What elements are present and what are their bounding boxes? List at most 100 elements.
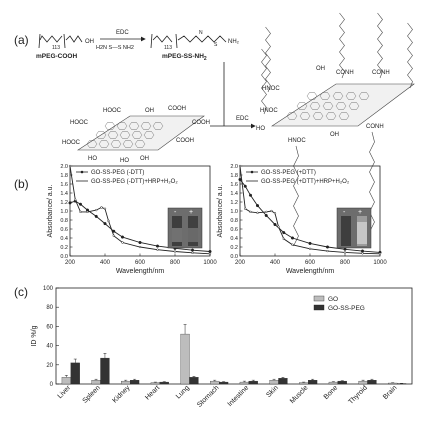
hex-ring bbox=[152, 122, 164, 130]
data-point bbox=[79, 210, 82, 214]
data-point bbox=[273, 212, 277, 215]
panel-a-label: (a) bbox=[14, 33, 29, 47]
x-tick-label: 400 bbox=[100, 260, 111, 266]
go-ss-peg-product: HNOC HNOC HNOC CONH CONH CONH OH OH HO bbox=[256, 12, 415, 247]
data-point bbox=[282, 237, 285, 241]
y-tick-label: 1.0 bbox=[60, 209, 68, 215]
data-point bbox=[95, 208, 98, 212]
bar-go-ss-peg-thyroid bbox=[367, 380, 377, 385]
category-label: Muscle bbox=[289, 384, 310, 405]
y-tick-label: 0 bbox=[50, 382, 54, 388]
legend-go: GO bbox=[328, 296, 338, 303]
svg-text:+: + bbox=[358, 209, 362, 216]
y-tick-label: 2.0 bbox=[230, 164, 238, 170]
svg-text:N: N bbox=[199, 30, 203, 36]
bar-go-ss-peg-intestine bbox=[248, 380, 258, 385]
bar-go-ss-peg-lung bbox=[189, 377, 199, 385]
data-point bbox=[343, 247, 347, 251]
data-point bbox=[190, 248, 195, 252]
category-label: Intestine bbox=[227, 384, 251, 408]
hex-ring bbox=[325, 112, 337, 120]
y-tick-label: 0.4 bbox=[60, 236, 68, 242]
bar-go-intestine bbox=[239, 381, 249, 385]
data-point bbox=[277, 225, 280, 228]
y-tick-label: 2.0 bbox=[60, 164, 68, 170]
x-tick-label: 200 bbox=[235, 260, 246, 266]
subscript-113-right: 113 bbox=[164, 45, 172, 51]
y-tick-label: 20 bbox=[46, 363, 53, 369]
hex-ring bbox=[286, 112, 298, 120]
legend-swatch-go bbox=[313, 295, 325, 302]
peg-chain bbox=[407, 22, 413, 89]
data-point bbox=[256, 211, 259, 214]
data-point bbox=[264, 213, 268, 218]
legend-right-2: GO-SS-PEG (+DTT)+HRP+H₂O₂ bbox=[261, 179, 350, 185]
x-tick-label: 1000 bbox=[373, 260, 387, 266]
y-tick-label: 0.6 bbox=[60, 227, 68, 233]
hex-ring bbox=[319, 92, 331, 100]
x-tick-label: 800 bbox=[170, 260, 181, 266]
data-point bbox=[103, 207, 107, 210]
legend-swatch-go-ss-peg bbox=[313, 304, 325, 311]
hex-ring bbox=[140, 122, 152, 130]
y-tick-label: 1.4 bbox=[230, 191, 238, 197]
bar-go-ss-peg-bone bbox=[337, 380, 347, 385]
bar-go-spleen bbox=[91, 380, 101, 385]
reaction-arrow: EDC bbox=[210, 62, 255, 126]
data-point bbox=[361, 252, 364, 255]
hex-ring bbox=[299, 112, 311, 120]
bar-go-ss-peg-spleen bbox=[100, 357, 110, 385]
hex-ring bbox=[128, 122, 140, 130]
data-point bbox=[238, 177, 242, 182]
svg-text:CONH: CONH bbox=[336, 70, 354, 76]
mpeg-ss-nh2-structure: N S NH₂ 113 mPEG-SS-NH2 bbox=[150, 30, 240, 62]
data-point bbox=[103, 222, 107, 226]
data-point bbox=[290, 236, 295, 240]
y-axis-title: ID %/g bbox=[31, 325, 38, 346]
legend-go-ss-peg: GO-SS-PEG bbox=[328, 305, 365, 312]
svg-text:OH: OH bbox=[85, 39, 94, 45]
y-tick-label: 0.0 bbox=[230, 254, 238, 260]
data-point bbox=[208, 249, 212, 254]
data-point bbox=[273, 222, 277, 227]
y-tick-label: 0.2 bbox=[60, 245, 68, 251]
x-tick-label: 200 bbox=[65, 260, 76, 266]
svg-text:HNOC: HNOC bbox=[260, 108, 278, 114]
legend-right: GO-SS-PEG (+DTT) GO-SS-PEG (+DTT)+HRP+H₂… bbox=[246, 170, 350, 185]
data-point bbox=[238, 164, 242, 168]
hex-ring bbox=[86, 140, 98, 148]
data-point bbox=[265, 210, 268, 214]
panel-c-label: (c) bbox=[14, 285, 28, 299]
svg-text:HNOC: HNOC bbox=[262, 86, 280, 92]
svg-text:CONH: CONH bbox=[366, 124, 384, 130]
bar-go-stomach bbox=[210, 380, 220, 385]
data-point bbox=[68, 201, 72, 205]
category-label: Liver bbox=[57, 384, 73, 400]
data-point bbox=[100, 206, 103, 209]
legend-left-2: GO-SS-PEG (-DTT)+HRP+H₂O₂ bbox=[91, 179, 178, 185]
svg-text:OH: OH bbox=[330, 132, 339, 138]
biodistribution-chart: 0 20 40 60 80 100 ID %/g Liver Spleen Kidney Heart… bbox=[31, 286, 413, 409]
x-tick-label: 1000 bbox=[203, 260, 217, 266]
y-tick-label: 0.4 bbox=[230, 236, 238, 242]
hex-ring bbox=[107, 131, 119, 139]
svg-text:HO: HO bbox=[88, 156, 97, 162]
peg-chain bbox=[339, 12, 345, 79]
bar-go-ss-peg-kidney bbox=[130, 380, 140, 385]
svg-text:HNOC: HNOC bbox=[288, 138, 306, 144]
inset-photo-left: - + bbox=[167, 207, 203, 249]
peg-chain bbox=[377, 12, 383, 79]
hex-ring bbox=[131, 131, 143, 139]
category-label: Spleen bbox=[82, 384, 102, 404]
peg-chain bbox=[261, 48, 267, 115]
y-tick-label: 1.6 bbox=[60, 182, 68, 188]
hex-ring bbox=[322, 102, 334, 110]
hex-ring bbox=[309, 102, 321, 110]
hex-ring bbox=[345, 92, 357, 100]
svg-text:-: - bbox=[343, 209, 346, 216]
hex-ring bbox=[104, 122, 116, 130]
category-label: Heart bbox=[144, 384, 161, 401]
data-point bbox=[112, 234, 115, 237]
data-point bbox=[191, 251, 194, 255]
